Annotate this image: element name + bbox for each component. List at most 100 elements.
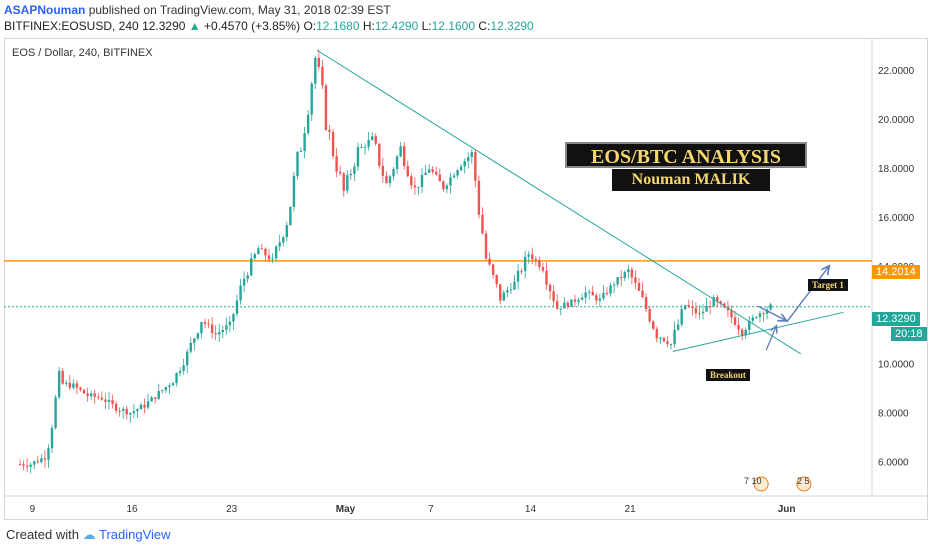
candle-countdown-badge: 20:18: [891, 327, 927, 341]
candle-body: [442, 181, 445, 190]
candle-body: [652, 321, 655, 329]
candle-body: [232, 313, 235, 322]
candle-body: [737, 324, 740, 330]
candle-body: [235, 300, 239, 314]
breakout-pointer-arrow: [765, 326, 776, 351]
candle-body: [72, 383, 75, 388]
candle-body: [100, 397, 104, 400]
candle-body: [740, 329, 744, 336]
event-marker-1[interactable]: 7 10: [744, 476, 762, 486]
candle-body: [33, 461, 36, 465]
chart-canvas[interactable]: EOS / Dollar, 240, BITFINEX 22.0000 20.000…: [4, 38, 928, 520]
event-marker-2[interactable]: 2 5: [797, 476, 810, 486]
open-value: 12.1680: [316, 19, 360, 33]
candle-body: [684, 305, 687, 310]
candle-body: [758, 313, 762, 318]
candle-body: [506, 290, 509, 293]
candle-body: [566, 302, 570, 307]
y-tick-label: 22.0000: [878, 66, 915, 77]
candle-body: [637, 282, 641, 291]
candle-body: [274, 246, 278, 259]
candle-body: [242, 278, 246, 286]
candle-body: [484, 233, 488, 259]
candle-body: [86, 393, 89, 397]
y-tick-label: 18.0000: [878, 164, 915, 175]
candle-body: [477, 180, 481, 215]
candle-body: [719, 301, 723, 304]
candle-body: [104, 399, 107, 402]
candle-body: [602, 292, 605, 299]
candle-body: [555, 301, 559, 309]
candle-body: [18, 464, 22, 466]
symbol-label: BITFINEX:EOSUSD, 240: [4, 19, 139, 33]
candle-body: [580, 297, 584, 300]
candle-body: [705, 306, 708, 312]
candle-body: [552, 291, 555, 302]
candle-body: [264, 248, 267, 256]
candle-body: [385, 175, 388, 184]
candle-body: [178, 371, 182, 373]
candle-body: [584, 292, 587, 298]
candle-body: [225, 325, 228, 330]
tradingview-brand-link[interactable]: TradingView: [99, 527, 171, 542]
candle-body: [563, 302, 566, 309]
candle-body: [616, 277, 619, 285]
author-name[interactable]: ASAPNouman: [4, 3, 86, 17]
candle-body: [331, 132, 335, 157]
candle-body: [495, 274, 498, 285]
y-tick-label: 16.0000: [878, 213, 915, 224]
candle-body: [509, 289, 513, 291]
tradingview-cloud-icon: ☁: [82, 527, 96, 542]
candle-body: [143, 404, 146, 408]
candle-body: [445, 185, 449, 190]
candle-body: [406, 165, 409, 177]
breakout-label: Breakout: [706, 369, 750, 381]
candle-body: [257, 248, 260, 255]
candle-body: [605, 292, 609, 294]
pullback-arrow: [757, 305, 786, 321]
candle-body: [79, 387, 82, 390]
candle-body: [463, 160, 466, 167]
candle-body: [303, 133, 306, 151]
candle-body: [627, 269, 630, 273]
candle-body: [282, 237, 285, 243]
candle-body: [609, 285, 612, 294]
candle-body: [587, 291, 591, 293]
last-price: 12.3290: [142, 19, 186, 33]
candle-body: [691, 306, 694, 309]
candle-body: [669, 344, 673, 346]
candle-body: [228, 321, 232, 326]
candle-body: [89, 393, 93, 397]
candle-body: [662, 337, 666, 342]
candle-body: [680, 309, 683, 325]
chart-title: EOS / Dollar, 240, BITFINEX: [12, 47, 153, 59]
high-value: 12.4290: [374, 19, 419, 33]
candle-body: [712, 297, 715, 307]
candle-body: [388, 176, 392, 184]
target-label: Target 1: [808, 279, 848, 291]
candle-body: [598, 298, 602, 301]
candle-body: [577, 299, 580, 302]
candle-body: [438, 174, 441, 182]
y-tick-label: 10.0000: [878, 360, 915, 371]
candle-body: [61, 370, 64, 384]
candle-body: [648, 309, 651, 322]
candle-body: [620, 277, 623, 279]
candle-body: [701, 311, 705, 314]
candle-body: [22, 464, 25, 466]
candle-body: [186, 351, 189, 366]
low-value: 12.1600: [431, 19, 475, 33]
candle-body: [338, 171, 342, 174]
candle-body: [374, 136, 377, 144]
candle-body: [420, 175, 424, 187]
candle-body: [146, 401, 150, 408]
candle-body: [43, 458, 47, 460]
candle-body: [75, 383, 79, 388]
candle-body: [93, 393, 96, 397]
close-label: C:: [478, 19, 491, 33]
level-price-badge: 14.2014: [872, 265, 920, 279]
candle-body: [271, 258, 274, 260]
candle-body: [499, 284, 502, 301]
candle-body: [335, 156, 338, 172]
candle-body: [449, 177, 452, 186]
